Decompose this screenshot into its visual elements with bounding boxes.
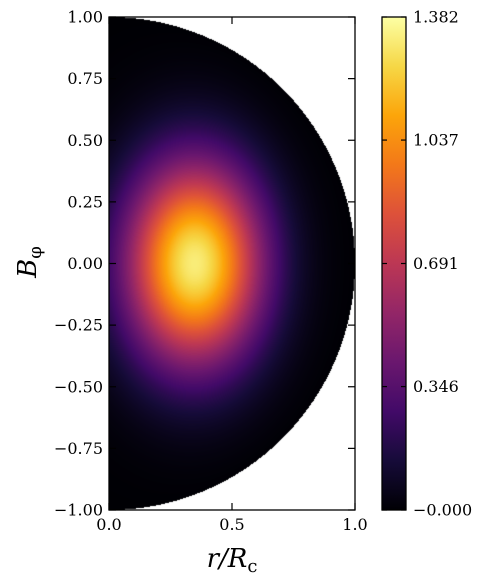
x-tick-label: 1.0 bbox=[342, 515, 367, 534]
y-tick-label: −0.25 bbox=[54, 316, 103, 335]
colorbar-tick-label: 0.346 bbox=[413, 377, 459, 396]
x-axis-label: r/Rc bbox=[207, 544, 258, 577]
y-tick-label: −0.50 bbox=[54, 377, 103, 396]
colorbar-tick-label: 1.382 bbox=[413, 8, 459, 27]
y-axis-label: Bφ bbox=[13, 246, 46, 279]
x-tick-label: 0.0 bbox=[96, 515, 121, 534]
y-tick-label: 0.75 bbox=[67, 69, 103, 88]
colorbar-tick-label: −0.000 bbox=[413, 501, 472, 520]
x-axis-label-main: r/R bbox=[207, 544, 248, 574]
y-tick-label: 0.00 bbox=[67, 254, 103, 273]
x-axis: 0.0 0.5 1.0 bbox=[96, 17, 368, 534]
x-tick-label: 0.5 bbox=[219, 515, 244, 534]
colorbar-tick-label: 1.037 bbox=[413, 131, 459, 150]
colorbar-tick-label: 0.691 bbox=[413, 254, 459, 273]
y-tick-label: −0.75 bbox=[54, 439, 103, 458]
y-axis-label-main: B bbox=[13, 259, 43, 279]
y-tick-label: −1.00 bbox=[54, 501, 103, 520]
colorbar-ticks: 1.382 1.037 0.691 0.346 −0.000 bbox=[382, 8, 472, 520]
y-tick-label: 0.50 bbox=[67, 131, 103, 150]
y-axis: 1.00 0.75 0.50 0.25 0.00 −0.25 −0.50 −0.75 −1.00 bbox=[54, 8, 355, 520]
y-tick-label: 1.00 bbox=[67, 8, 103, 27]
x-axis-label-sub: c bbox=[247, 556, 257, 577]
heatmap-image bbox=[109, 17, 355, 510]
y-tick-label: 0.25 bbox=[67, 192, 103, 211]
y-axis-label-sub: φ bbox=[25, 246, 46, 259]
